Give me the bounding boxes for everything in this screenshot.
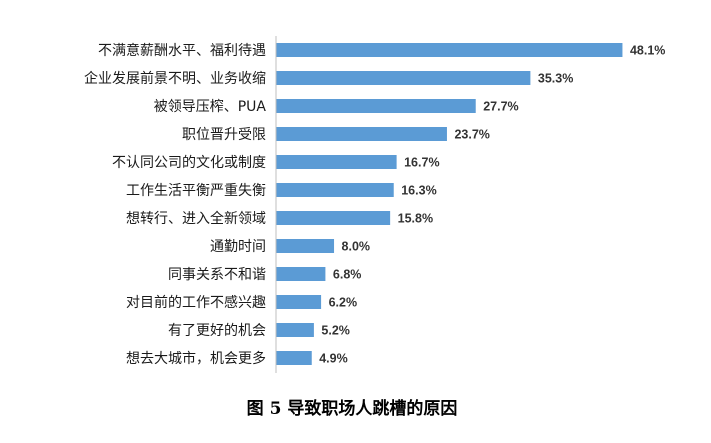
value-label: 23.7% [454, 128, 489, 142]
category-label: 不满意薪酬水平、福利待遇 [98, 42, 266, 59]
bar [276, 239, 335, 253]
bars-group [276, 43, 623, 365]
bar [276, 71, 531, 85]
value-label: 8.0% [342, 240, 371, 254]
bar [276, 267, 326, 281]
value-label: 6.2% [329, 296, 358, 310]
value-label: 4.9% [319, 352, 348, 366]
category-label: 不认同公司的文化或制度 [112, 155, 266, 171]
value-label: 16.7% [404, 156, 439, 170]
figure-caption: 图 5 导致职场人跳槽的原因 [247, 398, 458, 419]
bar [276, 295, 322, 309]
value-label: 48.1% [630, 44, 665, 58]
bar [276, 99, 476, 113]
bar [276, 351, 312, 365]
value-labels: 48.1% 35.3% 27.7% 23.7% 16.7% 16.3% 15.8% 8.0% 6… [319, 44, 665, 366]
bar [276, 155, 397, 169]
bar [276, 183, 394, 197]
category-label: 企业发展前景不明、业务收缩 [84, 70, 266, 87]
category-label: 通勤时间 [210, 239, 266, 255]
category-label: 职位晋升受限 [182, 127, 266, 143]
bar [276, 323, 314, 337]
category-label: 有了更好的机会 [168, 323, 266, 339]
bar [276, 211, 391, 225]
category-label: 想去大城市，机会更多 [126, 350, 266, 367]
category-label: 同事关系不和谐 [168, 267, 266, 283]
bar [276, 127, 447, 141]
value-label: 35.3% [538, 72, 573, 86]
category-label: 工作生活平衡严重失衡 [126, 183, 266, 199]
category-label: 被领导压榨、PUA [154, 98, 267, 115]
category-label: 对目前的工作不感兴趣 [126, 294, 266, 311]
value-label: 15.8% [398, 212, 433, 226]
category-label: 想转行、进入全新领域 [126, 210, 266, 227]
value-label: 16.3% [401, 184, 436, 198]
bar [276, 43, 623, 57]
value-label: 6.8% [333, 268, 362, 282]
value-label: 5.2% [321, 324, 350, 338]
value-label: 27.7% [483, 100, 518, 114]
